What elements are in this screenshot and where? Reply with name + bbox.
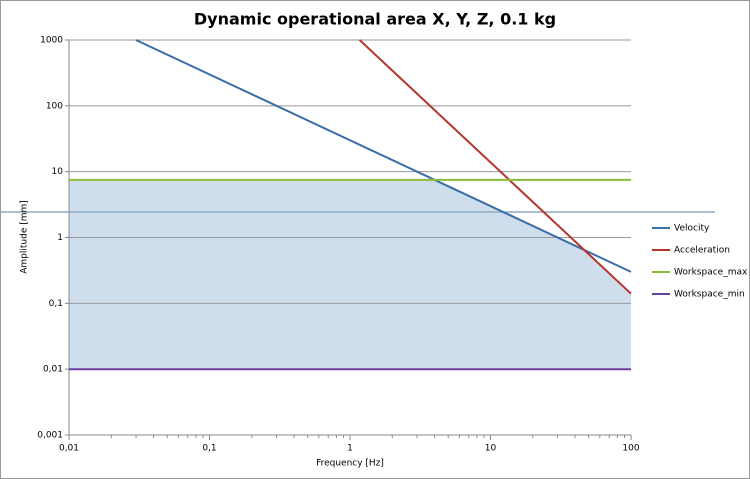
operational-area <box>69 179 631 370</box>
y-axis-label: Amplitude [mm] <box>20 200 30 274</box>
y-tick-label: 100 <box>46 101 63 111</box>
series-line <box>135 39 632 273</box>
lines-layer: Velocity Acceleration Workspace_max Workspa… <box>69 39 748 371</box>
x-tick-label: 0,1 <box>202 444 216 454</box>
y-tick-label: 0,1 <box>49 299 63 309</box>
x-tick-label: 1 <box>347 444 353 454</box>
legend-label: Workspace_min <box>674 290 745 300</box>
series-line <box>358 39 632 295</box>
y-tick-label: 0,001 <box>37 431 63 441</box>
y-tick-label: 1 <box>57 233 63 243</box>
x-tick-label: 0,01 <box>59 444 79 454</box>
y-tick-label: 10 <box>52 167 64 177</box>
legend-label: Workspace_max <box>674 268 748 278</box>
legend-label: Velocity <box>674 224 710 234</box>
legend-label: Acceleration <box>674 246 730 256</box>
x-tick-label: 10 <box>485 444 497 454</box>
y-tick-label: 0,01 <box>43 365 63 375</box>
x-axis-label: Frequency [Hz] <box>316 459 384 469</box>
chart-title: Dynamic operational area X, Y, Z, 0.1 kg <box>194 10 556 29</box>
x-tick-label: 100 <box>622 444 639 454</box>
y-tick-label: 1000 <box>40 36 63 46</box>
area-layer <box>69 179 631 370</box>
